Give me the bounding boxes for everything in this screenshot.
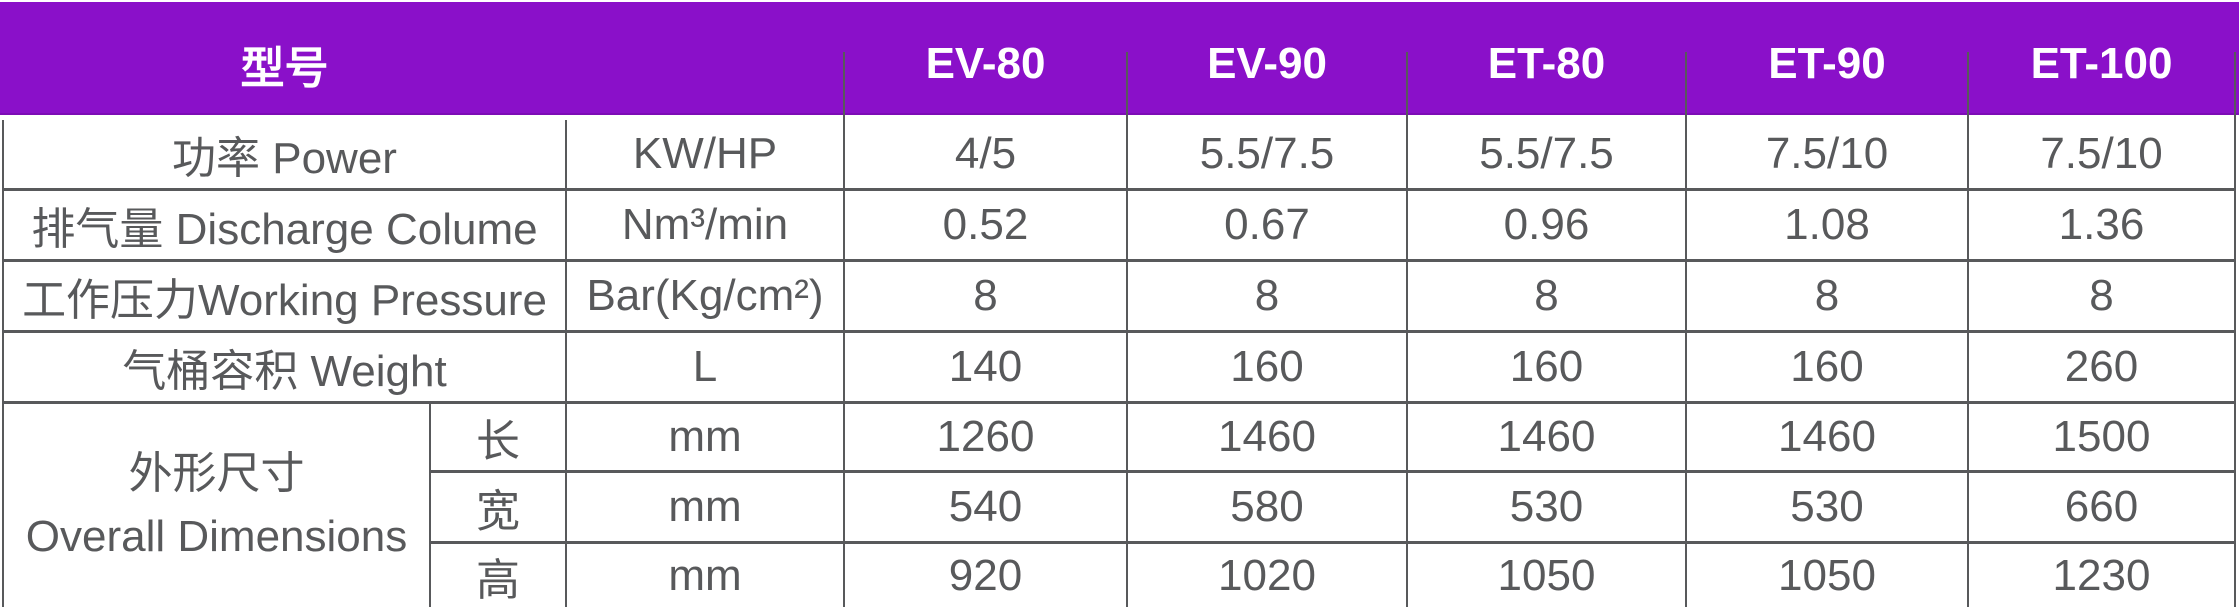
value-cell: 1260 xyxy=(843,400,1128,473)
value-cell: 1500 xyxy=(1967,400,2236,473)
value-cell: 160 xyxy=(1126,329,1408,404)
value-cell: 1.36 xyxy=(1967,187,2236,262)
value-cell: 8 xyxy=(1967,258,2236,333)
value-cell: 1050 xyxy=(1685,540,1969,607)
dimensions-label: 外形尺寸 Overall Dimensions xyxy=(2,400,431,607)
header-model-et-90: ET-90 xyxy=(1685,2,1968,120)
table-row-tank-volume: 气桶容积 Weight L 140 160 160 160 260 xyxy=(2,329,2236,404)
table-row-power: 功率 Power KW/HP 4/5 5.5/7.5 5.5/7.5 7.5/1… xyxy=(2,120,2236,191)
value-cell: 1050 xyxy=(1406,540,1687,607)
table-row-dimension-width: 宽 mm 540 580 530 530 660 xyxy=(3,469,2236,544)
header-model-ev-90: EV-90 xyxy=(1126,2,1407,120)
header-unit-spacer xyxy=(566,2,844,120)
value-cell: 260 xyxy=(1967,329,2236,404)
header-model-ev-80: EV-80 xyxy=(843,2,1127,120)
value-cell: 0.96 xyxy=(1406,187,1687,262)
row-label-power: 功率 Power xyxy=(2,120,567,191)
value-cell: 4/5 xyxy=(843,120,1128,191)
value-cell: 1230 xyxy=(1967,540,2236,607)
row-label-pressure: 工作压力Working Pressure xyxy=(2,258,567,333)
axis-cell-length: 长 xyxy=(429,400,567,473)
value-cell: 8 xyxy=(1126,258,1408,333)
header-model-et-80: ET-80 xyxy=(1406,2,1686,120)
unit-cell: Nm³/min xyxy=(565,187,845,262)
value-cell: 580 xyxy=(1126,469,1408,544)
header-model-label: 型号 xyxy=(240,44,329,93)
value-cell: 660 xyxy=(1967,469,2236,544)
axis-cell-height: 高 xyxy=(429,540,567,607)
unit-cell: mm xyxy=(565,400,845,473)
value-cell: 7.5/10 xyxy=(1685,120,1969,191)
value-cell: 540 xyxy=(843,469,1128,544)
value-cell: 530 xyxy=(1406,469,1687,544)
value-cell: 8 xyxy=(1406,258,1687,333)
table-row-dimension-length: 外形尺寸 Overall Dimensions 长 mm 1260 1460 1… xyxy=(2,400,2236,607)
value-cell: 920 xyxy=(843,540,1128,607)
dimensions-label-cn: 外形尺寸 xyxy=(128,449,305,499)
unit-cell: Bar(Kg/cm²) xyxy=(565,258,845,333)
unit-cell: L xyxy=(565,329,845,404)
value-cell: 1020 xyxy=(1126,540,1408,607)
value-cell: 160 xyxy=(1406,329,1687,404)
header-model-et-100: ET-100 xyxy=(1967,2,2236,120)
header-row: 型号 EV-80 EV-90 ET-80 ET-90 ET-100 xyxy=(3,2,2236,120)
value-cell: 0.67 xyxy=(1126,187,1408,262)
table-row-pressure: 工作压力Working Pressure Bar(Kg/cm²) 8 8 8 8… xyxy=(2,258,2236,333)
value-cell: 7.5/10 xyxy=(1967,120,2236,191)
header-band xyxy=(0,2,2239,115)
dimensions-label-en: Overall Dimensions xyxy=(25,511,408,561)
value-cell: 1.08 xyxy=(1685,187,1969,262)
axis-cell-width: 宽 xyxy=(429,469,567,544)
value-cell: 5.5/7.5 xyxy=(1406,120,1687,191)
value-cell: 1460 xyxy=(1685,400,1969,473)
table-row-dimension-height: 高 mm 920 1020 1050 1050 1230 xyxy=(3,540,2236,607)
value-cell: 8 xyxy=(1685,258,1969,333)
value-cell: 140 xyxy=(843,329,1128,404)
row-label-discharge: 排气量 Discharge Colume xyxy=(2,187,567,262)
value-cell: 0.52 xyxy=(843,187,1128,262)
unit-cell: mm xyxy=(565,469,845,544)
row-label-tank-volume: 气桶容积 Weight xyxy=(2,329,567,404)
table-row-discharge: 排气量 Discharge Colume Nm³/min 0.52 0.67 0… xyxy=(2,187,2236,262)
value-cell: 8 xyxy=(843,258,1128,333)
value-cell: 5.5/7.5 xyxy=(1126,120,1408,191)
unit-cell: KW/HP xyxy=(565,120,845,191)
value-cell: 160 xyxy=(1685,329,1969,404)
unit-cell: mm xyxy=(565,540,845,607)
value-cell: 530 xyxy=(1685,469,1969,544)
value-cell: 1460 xyxy=(1126,400,1408,473)
value-cell: 1460 xyxy=(1406,400,1687,473)
